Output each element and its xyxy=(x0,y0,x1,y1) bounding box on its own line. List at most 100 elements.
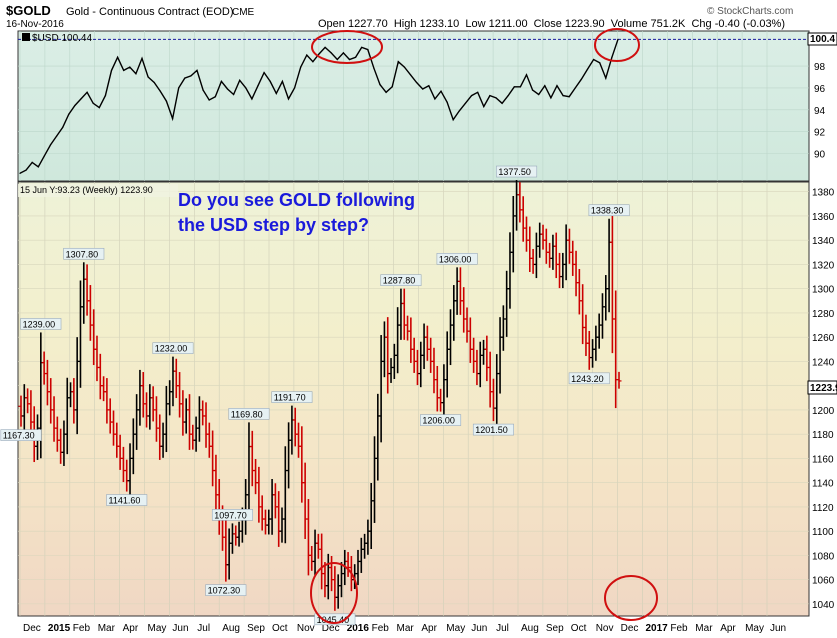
usd-point xyxy=(464,102,467,104)
x-tick-label: 2016 xyxy=(347,623,370,634)
usd-point xyxy=(495,97,497,99)
x-tick-label: Mar xyxy=(695,623,713,634)
usd-point xyxy=(159,90,161,92)
usd-point xyxy=(531,89,534,91)
usd-point xyxy=(43,155,46,157)
usd-point xyxy=(367,49,369,51)
ohlc-summary: Open 1227.70 High 1233.10 Low 1211.00 Cl… xyxy=(318,18,785,30)
usd-last-tag-box xyxy=(807,32,837,46)
gold-bars xyxy=(18,180,622,611)
usd-point xyxy=(416,81,418,84)
price-label: 1239.00 xyxy=(20,318,62,330)
price-label-text: 1377.50 xyxy=(498,167,531,177)
gold-y-tick-label: 1300 xyxy=(812,285,835,296)
x-tick-label: Mar xyxy=(98,623,116,634)
x-tick-label: Feb xyxy=(670,623,688,634)
price-label: 1306.00 xyxy=(436,253,478,265)
price-label: 1097.70 xyxy=(211,509,253,521)
price-label: 1232.00 xyxy=(152,342,194,354)
x-tick-label: Jul xyxy=(496,623,509,634)
usd-point xyxy=(251,98,253,100)
price-label: 1287.80 xyxy=(380,274,422,286)
usd-point xyxy=(397,61,399,63)
x-tick-label: Jun xyxy=(770,623,786,634)
x-tick-label: Aug xyxy=(521,623,539,634)
usd-point xyxy=(470,94,473,97)
gold-y-tick-label: 1160 xyxy=(812,454,834,465)
usd-point xyxy=(147,76,149,78)
usd-point xyxy=(293,87,296,89)
usd-point xyxy=(617,38,619,40)
usd-point xyxy=(403,66,406,68)
usd-point xyxy=(477,91,479,93)
usd-point xyxy=(178,87,180,89)
price-label-box xyxy=(496,165,538,178)
x-tick-label: 2017 xyxy=(646,623,669,634)
usd-point xyxy=(226,88,229,90)
usd-point xyxy=(141,57,143,59)
usd-point xyxy=(592,58,595,61)
price-label-text: 1141.60 xyxy=(109,496,141,506)
usd-point xyxy=(31,161,33,163)
usd-point xyxy=(409,74,412,76)
usd-point xyxy=(263,72,265,74)
circle-gold-2015-low xyxy=(310,562,358,624)
price-label: 1307.80 xyxy=(63,247,105,260)
usd-point xyxy=(501,102,503,104)
date-label: 16-Nov-2016 xyxy=(6,19,64,30)
usd-point xyxy=(68,113,70,115)
usd-point xyxy=(440,90,442,92)
usd-point xyxy=(165,100,168,102)
usd-point xyxy=(135,73,137,75)
usd-point xyxy=(184,77,186,79)
x-tick-label: May xyxy=(745,623,764,634)
usd-point xyxy=(202,89,204,91)
price-label: 1377.50 xyxy=(496,165,538,178)
usd-point xyxy=(507,94,509,97)
usd-point xyxy=(269,80,271,82)
usd-point xyxy=(580,78,582,80)
usd-point xyxy=(483,105,485,108)
usd-last-tag-text: 100.4 xyxy=(810,34,835,45)
price-label-box xyxy=(63,247,105,260)
x-tick-label: May xyxy=(148,623,167,634)
price-label-text: 1169.80 xyxy=(231,409,263,419)
x-tick-label: Dec xyxy=(23,623,41,634)
x-tick-label: Apr xyxy=(720,623,736,634)
price-label: 1206.00 xyxy=(420,414,462,426)
x-tick-label: Sep xyxy=(247,623,265,634)
gold-legend-background xyxy=(18,184,178,197)
usd-point xyxy=(562,94,564,97)
usd-legend-swatch xyxy=(22,33,30,41)
price-label: 1338.30 xyxy=(588,204,630,217)
price-label-text: 1239.00 xyxy=(23,319,56,329)
price-label-box xyxy=(380,274,422,286)
price-label-text: 1206.00 xyxy=(422,416,455,426)
usd-point xyxy=(196,69,198,72)
watermark: © StockCharts.com xyxy=(707,6,793,17)
gold-y-tick-label: 1360 xyxy=(812,212,835,223)
gold-legend: 15 Jun Y:93.23 (Weekly) 1223.90 xyxy=(18,184,178,197)
x-tick-label: Apr xyxy=(123,623,139,634)
usd-point xyxy=(275,92,277,95)
gold-y-tick-label: 1340 xyxy=(812,236,835,247)
usd-point xyxy=(428,85,430,87)
usd-point xyxy=(489,94,491,97)
usd-point xyxy=(361,46,363,49)
price-label-box xyxy=(314,613,356,626)
gold-y-tick-label: 1060 xyxy=(812,576,835,587)
price-label-box xyxy=(211,509,253,521)
usd-y-axis: 90 92 94 96 98 xyxy=(814,62,826,161)
price-label-text: 1201.50 xyxy=(475,425,508,435)
x-tick-label: Nov xyxy=(596,623,614,634)
price-label-box xyxy=(205,584,247,596)
price-labels: 1239.00 1167.30 1307.80 1141.60 1232.00 1072.… xyxy=(0,165,630,626)
x-tick-label: Oct xyxy=(272,623,288,634)
price-label-box xyxy=(568,372,610,385)
usd-point xyxy=(342,52,345,54)
circle-usd-2016-peak xyxy=(311,30,383,64)
gold-ohlc-bar xyxy=(616,371,622,389)
usd-point xyxy=(611,56,613,58)
annotation-line-1: Do you see GOLD following xyxy=(178,190,415,210)
price-label-box xyxy=(472,423,514,436)
